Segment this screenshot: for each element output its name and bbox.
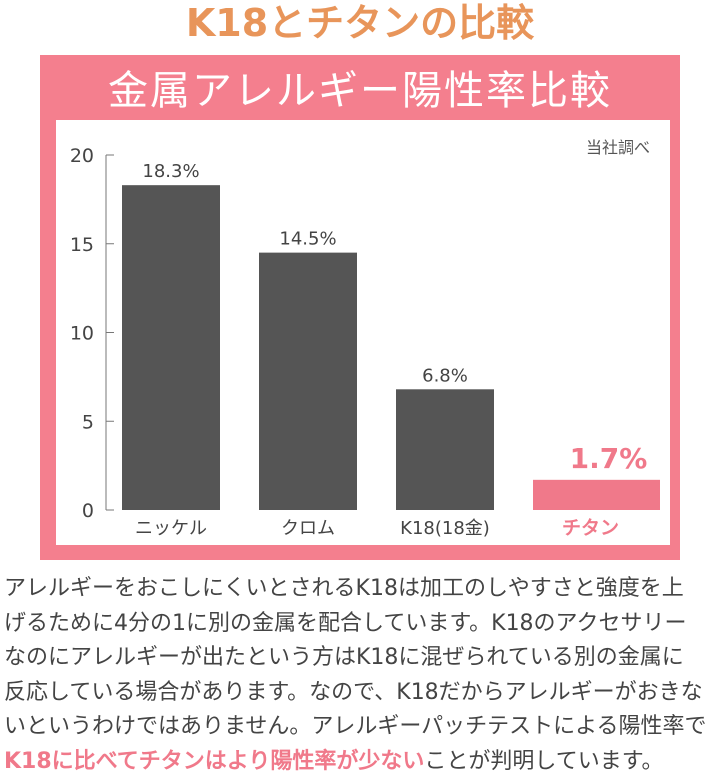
data-label: 1.7%: [570, 442, 648, 475]
bar-chart: 0 5 10 15 20 18.3% ニッケル 14.5% クロム 6.8% K18(18金) 1.7…: [0, 0, 720, 560]
paragraph-line: いというわけではありません。アレルギーパッチテストによる陽性率で: [4, 710, 720, 745]
data-label: 6.8%: [422, 365, 468, 386]
y-tick-label: 0: [82, 500, 94, 522]
bar-1: [259, 253, 357, 510]
paragraph-line: なのにアレルギーが出たという方はK18に混ぜられている別の金属に: [4, 641, 720, 676]
paragraph-line: げるために4分の1に別の金属を配合しています。K18のアクセサリー: [4, 607, 720, 642]
y-tick-label: 10: [70, 323, 94, 345]
paragraph-line: 反応している場合があります。なので、K18だからアレルギーがおきな: [4, 676, 720, 711]
highlight-text: K18に比べてチタンはより陽性率が少ない: [4, 749, 424, 774]
bar-2: [396, 389, 494, 510]
data-label: 18.3%: [142, 161, 199, 182]
y-tick-label: 5: [82, 411, 94, 433]
y-tick-label: 15: [70, 234, 94, 256]
data-label: 14.5%: [279, 229, 336, 250]
x-tick-label: チタン: [562, 517, 619, 539]
paragraph-line: アレルギーをおこしにくいとされるK18は加工のしやすさと強度を上: [4, 572, 720, 607]
y-tick-label: 20: [70, 145, 94, 167]
bar-0: [122, 185, 220, 510]
x-tick-label: K18(18金): [400, 518, 490, 539]
description-paragraph: アレルギーをおこしにくいとされるK18は加工のしやすさと強度を上 げるために4分…: [4, 572, 720, 779]
bar-3: [533, 480, 660, 510]
paragraph-tail: ことが判明しています。: [424, 749, 663, 774]
x-tick-label: ニッケル: [135, 518, 207, 539]
x-tick-label: クロム: [281, 518, 335, 539]
